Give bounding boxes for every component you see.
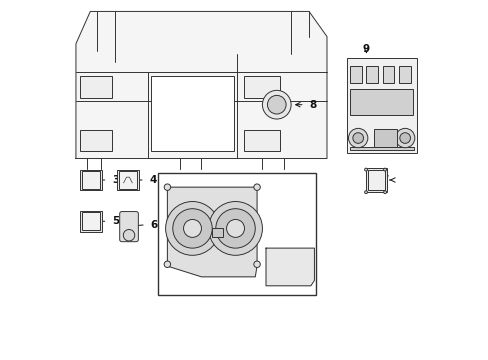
Circle shape [253, 261, 260, 267]
Text: 3: 3 [112, 175, 119, 185]
Bar [151, 76, 233, 151]
Bar [346, 58, 416, 153]
Bar [212, 228, 223, 237]
Bar [158, 173, 316, 295]
Bar [398, 66, 410, 83]
Bar [382, 66, 394, 83]
Text: 5: 5 [112, 216, 119, 226]
Circle shape [172, 209, 212, 248]
Bar [244, 76, 280, 98]
Circle shape [383, 191, 386, 194]
Circle shape [183, 220, 201, 237]
Circle shape [262, 90, 290, 119]
Bar [349, 66, 362, 83]
Bar [80, 211, 102, 231]
Text: 8: 8 [308, 100, 316, 110]
Circle shape [253, 184, 260, 190]
Bar [80, 130, 112, 151]
Circle shape [226, 220, 244, 237]
Circle shape [208, 202, 262, 255]
Bar [367, 170, 384, 190]
Polygon shape [265, 248, 314, 286]
Bar [80, 170, 102, 190]
Bar [244, 130, 280, 151]
Circle shape [123, 229, 135, 241]
Circle shape [364, 168, 367, 171]
Circle shape [164, 261, 170, 267]
Circle shape [383, 168, 386, 171]
Bar [81, 212, 100, 230]
Circle shape [364, 191, 367, 194]
Circle shape [352, 133, 363, 143]
Polygon shape [167, 187, 257, 277]
Bar [366, 66, 378, 83]
Circle shape [164, 184, 170, 190]
Circle shape [267, 95, 285, 114]
Circle shape [399, 133, 409, 143]
Circle shape [215, 209, 255, 248]
Text: 2: 2 [298, 252, 305, 262]
Bar [119, 171, 137, 189]
Text: 4: 4 [149, 175, 156, 185]
Bar [366, 168, 386, 192]
Text: 1: 1 [240, 200, 247, 210]
Bar [349, 147, 413, 150]
Bar [81, 171, 100, 189]
Circle shape [165, 202, 219, 255]
Circle shape [348, 129, 367, 148]
FancyBboxPatch shape [120, 212, 138, 242]
Text: 6: 6 [150, 220, 157, 230]
Bar [117, 170, 139, 190]
Bar [349, 89, 412, 116]
Text: 9: 9 [362, 44, 369, 54]
Text: 7: 7 [380, 175, 387, 185]
Circle shape [395, 129, 414, 148]
Bar [80, 76, 112, 98]
Bar [373, 130, 396, 147]
Polygon shape [76, 12, 326, 158]
